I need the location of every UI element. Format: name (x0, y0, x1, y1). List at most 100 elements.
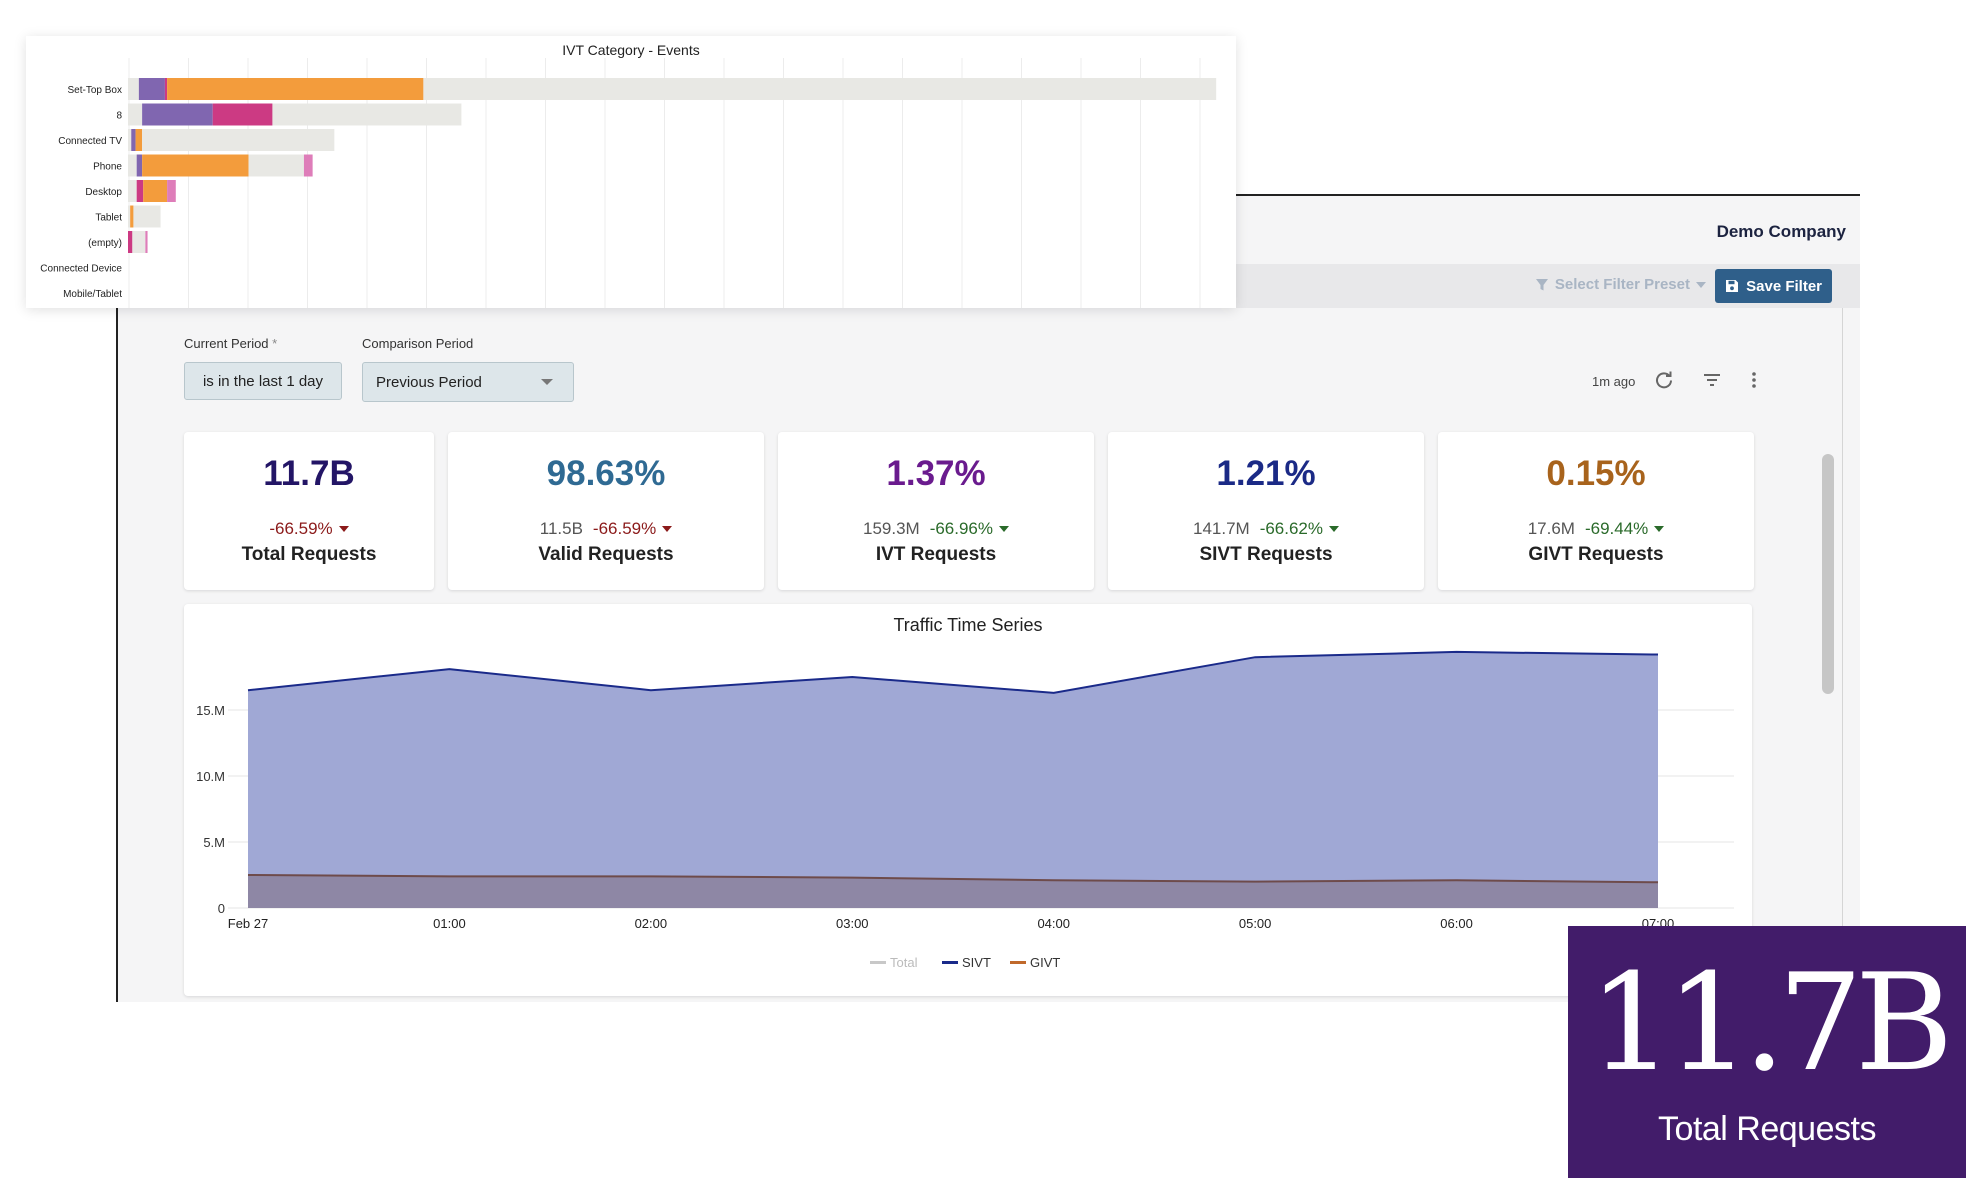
down-triangle-icon (1654, 526, 1665, 532)
funnel-icon (1535, 278, 1548, 290)
bar-segment (272, 103, 462, 126)
kpi-card-ivt-requests[interactable]: 1.37% 159.3M -66.96% IVT Requests (778, 432, 1094, 590)
down-triangle-icon (338, 526, 349, 532)
more-vertical-icon[interactable] (1742, 368, 1766, 392)
floppy-disk-icon (1726, 280, 1739, 292)
y-tick-label: Set-Top Box (68, 85, 122, 96)
down-triangle-icon (662, 526, 673, 532)
dashboard-window: Demo Company Select Filter Preset Save F… (116, 194, 1860, 1004)
kpi-value: 98.63% (546, 454, 666, 493)
kpi-count: 141.7M (1192, 519, 1250, 538)
vertical-scrollbar[interactable] (1822, 454, 1834, 694)
bar-segment (128, 231, 133, 253)
company-name: Demo Company (1716, 222, 1846, 241)
bar-segment (128, 129, 132, 151)
last-updated-text: 1m ago (1592, 374, 1636, 389)
y-tick-label: 5.M (203, 835, 225, 850)
kpi-count: 17.6M (1527, 519, 1575, 538)
down-triangle-icon (1329, 526, 1340, 532)
bar-segment (142, 129, 335, 151)
kpi-card-sivt-requests[interactable]: 1.21% 141.7M -66.62% SIVT Requests (1108, 432, 1424, 590)
givt-area (248, 875, 1658, 908)
kpi-value: 11.7B (263, 454, 355, 493)
bar-segment (248, 154, 304, 177)
bar-segment (136, 180, 144, 202)
legend-swatch (870, 961, 886, 964)
kpi-sub: 141.7M -66.62% (1108, 519, 1424, 539)
bar-segment (136, 154, 143, 177)
comparison-period-label: Comparison Period (362, 336, 474, 351)
bar-segment (142, 154, 249, 177)
y-tick-label: Mobile/Tablet (63, 289, 122, 300)
legend-swatch (1010, 961, 1026, 964)
y-tick-label: Phone (93, 162, 122, 173)
x-tick-label: 02:00 (635, 916, 668, 931)
y-tick-label: Tablet (95, 213, 122, 224)
kpi-card-valid-requests[interactable]: 98.63% 11.5B -66.59% Valid Requests (448, 432, 764, 590)
kpi-label: SIVT Requests (1199, 544, 1333, 565)
kpi-delta: -66.59% (592, 519, 657, 538)
x-tick-label: 05:00 (1239, 916, 1272, 931)
kpi-delta: -66.62% (1259, 519, 1324, 538)
refresh-icon[interactable] (1652, 368, 1676, 392)
kpi-value: 1.21% (1216, 454, 1316, 493)
y-tick-label: 8 (116, 111, 122, 122)
y-tick-label: (empty) (88, 238, 122, 249)
chevron-down-icon (1696, 281, 1706, 288)
legend-label: Total (890, 955, 918, 970)
kpi-value: 0.15% (1546, 454, 1646, 493)
bar-segment (138, 78, 165, 100)
kpi-label: GIVT Requests (1528, 544, 1664, 565)
save-filter-button[interactable]: Save Filter (1715, 269, 1832, 303)
comparison-period-select[interactable]: Previous Period (362, 362, 574, 402)
bar-segment (128, 78, 139, 100)
chart-title: IVT Category - Events (562, 42, 699, 58)
ivt-category-chart: IVT Category - Events Set-Top Box 8 Connect… (40, 42, 1217, 308)
save-filter-label: Save Filter (1746, 277, 1822, 295)
kpi-card-givt-requests[interactable]: 0.15% 17.6M -69.44% GIVT Requests (1438, 432, 1754, 590)
kpi-card-total-requests[interactable]: 11.7B -66.59% Total Requests (184, 432, 434, 590)
x-tick-label: 01:00 (433, 916, 466, 931)
x-tick-label: 03:00 (836, 916, 869, 931)
x-tick-label: 04:00 (1037, 916, 1070, 931)
kpi-count: 159.3M (862, 519, 920, 538)
kpi-sub: 11.5B -66.59% (448, 519, 764, 539)
x-tick-label: Feb 27 (228, 916, 268, 931)
kpi-delta: -66.96% (929, 519, 994, 538)
kpi-sub: -66.59% (184, 519, 434, 539)
required-mark: * (272, 336, 278, 351)
filter-preset-dropdown[interactable]: Select Filter Preset (1535, 276, 1706, 293)
traffic-time-series-card: Traffic Time Series 0 5.M 10.M 15.M Feb 27 01:… (184, 604, 1752, 996)
bar-segment (145, 231, 148, 253)
current-period-label: Current Period * (184, 336, 277, 351)
bar-segment (142, 103, 213, 126)
ivt-category-card: IVT Category - Events Set-Top Box 8 Connect… (26, 36, 1236, 308)
bar-segment (133, 205, 161, 228)
y-tick-label: 10.M (196, 769, 225, 784)
kpi-delta: -66.59% (269, 519, 333, 538)
bar-segment (128, 103, 143, 126)
dashboard-content: Current Period * is in the last 1 day Co… (118, 308, 1843, 1004)
sivt-area (248, 651, 1658, 908)
chevron-down-icon (541, 379, 553, 385)
kpi-value: 1.37% (886, 454, 986, 493)
bar-segment (423, 78, 1217, 100)
bar-segment (128, 154, 137, 177)
bar-segment (303, 154, 313, 177)
kpi-count: 11.5B (539, 519, 583, 538)
bar-segment (212, 103, 273, 126)
bar-segment (131, 129, 136, 151)
filter-list-icon[interactable] (1700, 368, 1724, 392)
bar-segment (143, 180, 168, 202)
bar-segment (128, 180, 137, 202)
current-period-input[interactable]: is in the last 1 day (184, 362, 342, 400)
kpi-label: Total Requests (241, 544, 377, 565)
bar-segment (167, 180, 176, 202)
kpi-sub: 159.3M -66.96% (778, 519, 1094, 539)
bar-segment (128, 205, 131, 228)
x-tick-label: 06:00 (1440, 916, 1473, 931)
total-requests-badge: 11.7B Total Requests (1568, 926, 1966, 1178)
kpi-label: Valid Requests (538, 544, 674, 565)
bar-segment (130, 205, 134, 228)
legend-swatch (942, 961, 958, 964)
